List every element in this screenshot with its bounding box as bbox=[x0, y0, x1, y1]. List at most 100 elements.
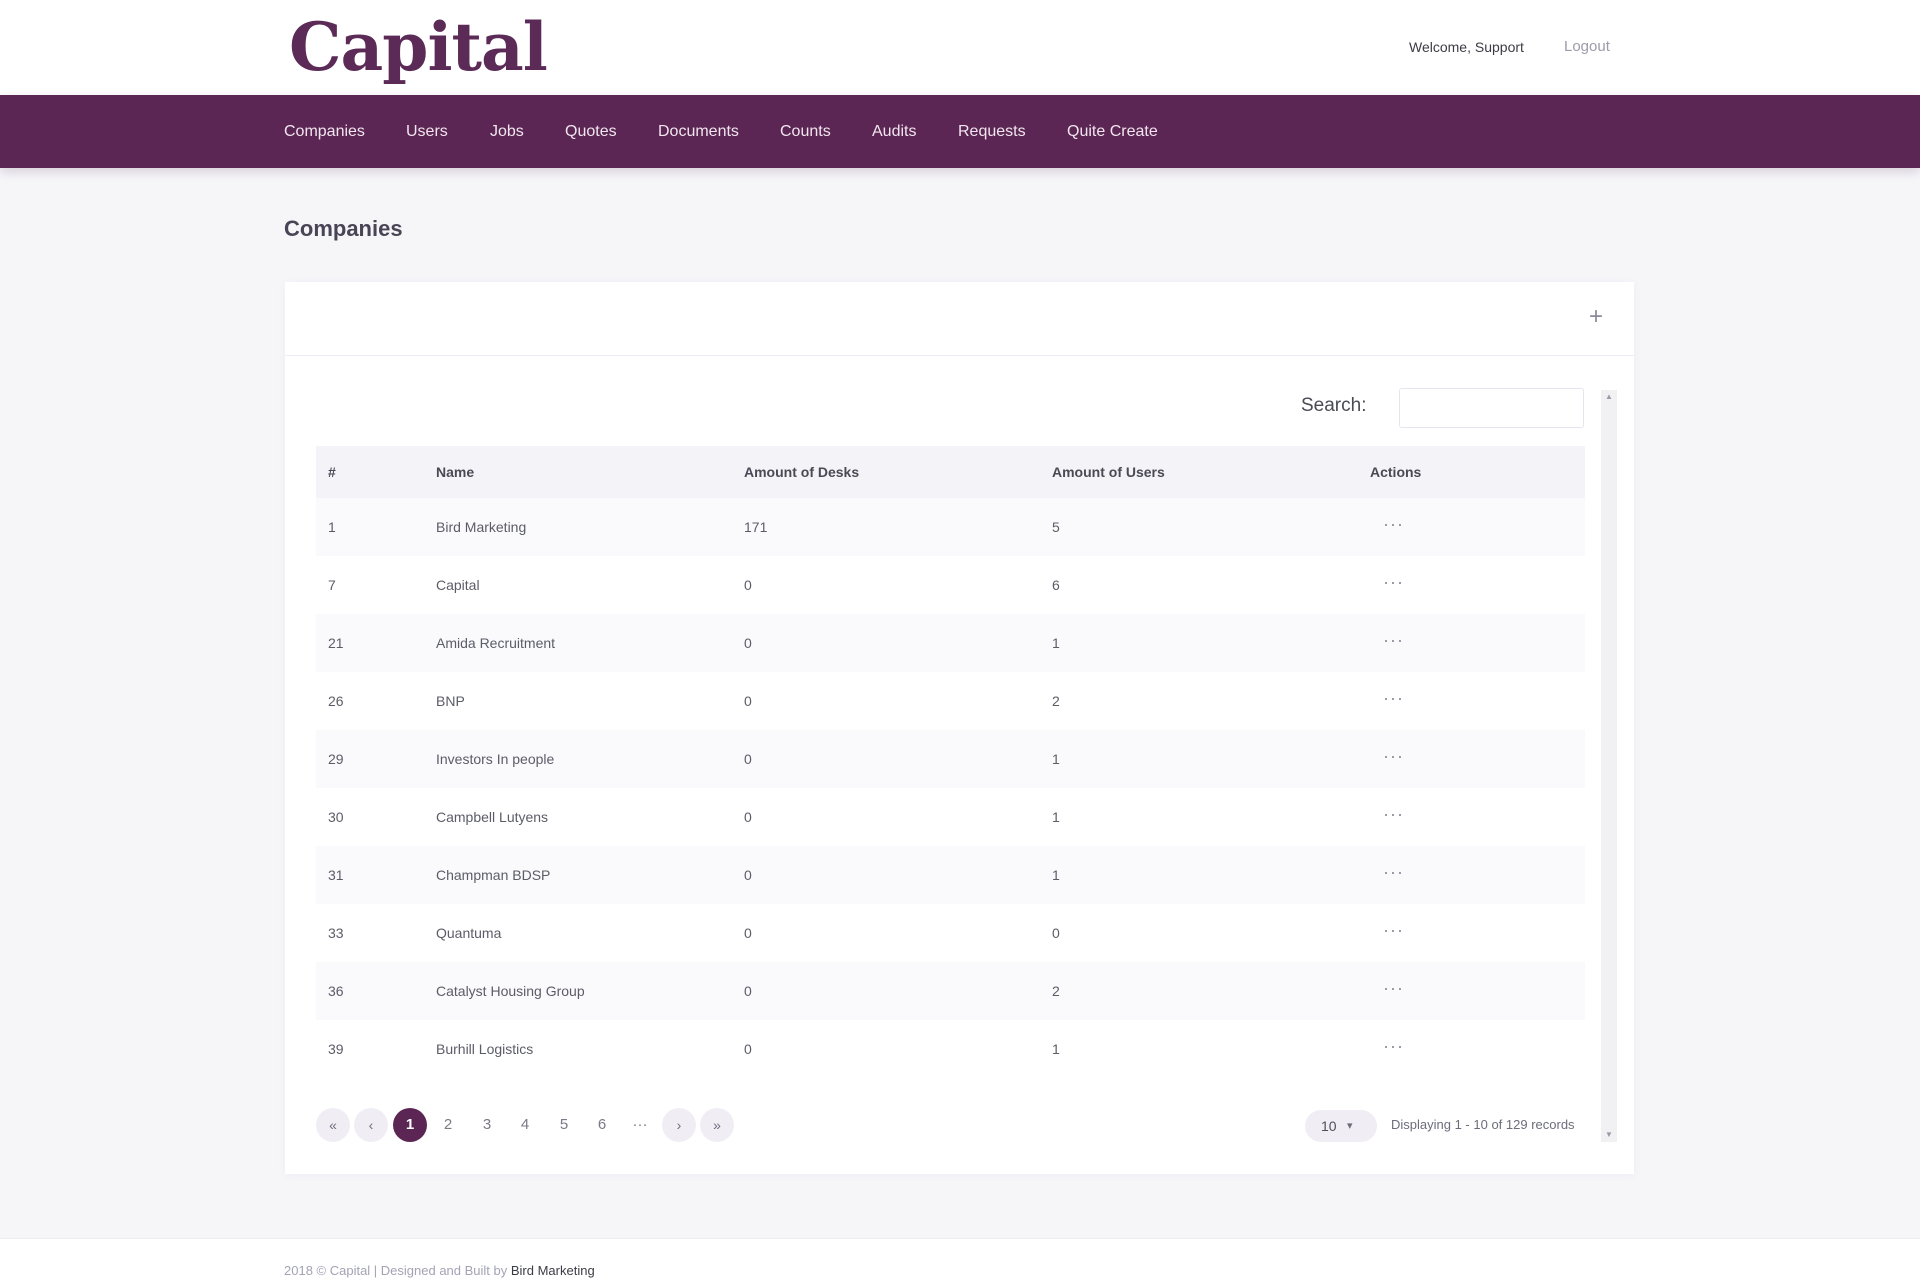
column-header-id[interactable]: # bbox=[328, 464, 336, 480]
footer-copyright: 2018 © Capital | Designed and Built by bbox=[284, 1263, 511, 1278]
nav-item-quite-create[interactable]: Quite Create bbox=[1067, 123, 1158, 140]
companies-card: + Search: ▲ ▼ # Name Amount of Desks Amo… bbox=[285, 282, 1634, 1174]
nav-item-users[interactable]: Users bbox=[406, 123, 448, 140]
companies-table: # Name Amount of Desks Amount of Users A… bbox=[316, 446, 1585, 1078]
row-actions-more-icon[interactable]: ··· bbox=[1383, 514, 1404, 534]
row-actions-more-icon[interactable]: ··· bbox=[1383, 1036, 1404, 1056]
cell-name: Campbell Lutyens bbox=[436, 809, 549, 825]
table-row: 29 Investors In people 0 1 ··· bbox=[316, 730, 1585, 788]
cell-users: 2 bbox=[1052, 983, 1060, 999]
cell-name: Amida Recruitment bbox=[436, 635, 556, 651]
cell-desks: 0 bbox=[744, 577, 752, 593]
cell-desks: 0 bbox=[744, 983, 752, 999]
cell-users: 5 bbox=[1052, 519, 1060, 535]
cell-id: 33 bbox=[328, 925, 344, 941]
last-page-icon[interactable]: » bbox=[700, 1108, 734, 1142]
vertical-scrollbar[interactable]: ▲ ▼ bbox=[1601, 390, 1617, 1142]
cell-name: BNP bbox=[436, 693, 465, 709]
cell-name: Catalyst Housing Group bbox=[436, 983, 585, 999]
footer-text: 2018 © Capital | Designed and Built by B… bbox=[284, 1263, 595, 1278]
column-header-name[interactable]: Name bbox=[436, 464, 475, 480]
cell-users: 0 bbox=[1052, 925, 1060, 941]
table-row: 21 Amida Recruitment 0 1 ··· bbox=[316, 614, 1585, 672]
cell-id: 30 bbox=[328, 809, 344, 825]
table-row: 31 Champman BDSP 0 1 ··· bbox=[316, 846, 1585, 904]
cell-name: Bird Marketing bbox=[436, 519, 527, 535]
nav-item-companies[interactable]: Companies bbox=[284, 123, 365, 140]
page-button-2[interactable]: 2 bbox=[443, 1116, 453, 1133]
nav-item-requests[interactable]: Requests bbox=[958, 123, 1026, 140]
cell-name: Capital bbox=[436, 577, 480, 593]
column-header-desks[interactable]: Amount of Desks bbox=[744, 464, 860, 480]
row-actions-more-icon[interactable]: ··· bbox=[1383, 862, 1404, 882]
footer-link-bird-marketing[interactable]: Bird Marketing bbox=[510, 1263, 595, 1278]
more-pages-ellipsis[interactable]: ··· bbox=[632, 1116, 648, 1133]
capital-logo[interactable]: Capital bbox=[289, 8, 548, 86]
card-header: + bbox=[285, 282, 1634, 356]
records-info: Displaying 1 - 10 of 129 records bbox=[1391, 1117, 1575, 1132]
cell-id: 21 bbox=[328, 635, 344, 651]
first-page-icon[interactable]: « bbox=[316, 1108, 350, 1142]
table-row: 1 Bird Marketing 171 5 ··· bbox=[316, 498, 1585, 556]
row-actions-more-icon[interactable]: ··· bbox=[1383, 804, 1404, 824]
row-actions-more-icon[interactable]: ··· bbox=[1383, 746, 1404, 766]
cell-id: 36 bbox=[328, 983, 344, 999]
scroll-up-arrow-icon[interactable]: ▲ bbox=[1605, 392, 1613, 401]
table-header-row: # Name Amount of Desks Amount of Users A… bbox=[316, 446, 1585, 498]
cell-desks: 0 bbox=[744, 925, 752, 941]
cell-name: Investors In people bbox=[436, 751, 555, 767]
row-actions-more-icon[interactable]: ··· bbox=[1383, 572, 1404, 592]
search-label: Search: bbox=[1301, 395, 1367, 416]
cell-desks: 0 bbox=[744, 635, 752, 651]
cell-users: 1 bbox=[1052, 867, 1060, 883]
nav-item-documents[interactable]: Documents bbox=[658, 123, 739, 140]
cell-id: 26 bbox=[328, 693, 344, 709]
nav-item-jobs[interactable]: Jobs bbox=[490, 123, 524, 140]
cell-users: 1 bbox=[1052, 751, 1060, 767]
scroll-down-arrow-icon[interactable]: ▼ bbox=[1605, 1130, 1613, 1139]
table-row: 36 Catalyst Housing Group 0 2 ··· bbox=[316, 962, 1585, 1020]
cell-id: 29 bbox=[328, 751, 344, 767]
page-button-1[interactable]: 1 bbox=[393, 1108, 427, 1142]
cell-users: 1 bbox=[1052, 1041, 1060, 1057]
row-actions-more-icon[interactable]: ··· bbox=[1383, 688, 1404, 708]
cell-desks: 0 bbox=[744, 867, 752, 883]
search-input[interactable] bbox=[1399, 388, 1584, 428]
chevron-down-icon: ▾ bbox=[1347, 1120, 1353, 1132]
cell-users: 1 bbox=[1052, 809, 1060, 825]
prev-page-icon[interactable]: ‹ bbox=[354, 1108, 388, 1142]
cell-desks: 0 bbox=[744, 1041, 752, 1057]
row-actions-more-icon[interactable]: ··· bbox=[1383, 920, 1404, 940]
cell-desks: 0 bbox=[744, 809, 752, 825]
page-button-3[interactable]: 3 bbox=[482, 1116, 492, 1133]
nav-item-quotes[interactable]: Quotes bbox=[565, 123, 617, 140]
footer: 2018 © Capital | Designed and Built by B… bbox=[0, 1238, 1920, 1280]
page-size-value: 10 bbox=[1321, 1118, 1337, 1134]
cell-desks: 0 bbox=[744, 693, 752, 709]
table-row: 33 Quantuma 0 0 ··· bbox=[316, 904, 1585, 962]
row-actions-more-icon[interactable]: ··· bbox=[1383, 978, 1404, 998]
cell-id: 7 bbox=[328, 577, 336, 593]
page-button-5[interactable]: 5 bbox=[559, 1116, 569, 1133]
table-row: 7 Capital 0 6 ··· bbox=[316, 556, 1585, 614]
page-size-select[interactable]: 10 ▾ bbox=[1305, 1110, 1377, 1142]
cell-id: 39 bbox=[328, 1041, 344, 1057]
next-page-icon[interactable]: › bbox=[662, 1108, 696, 1142]
logout-link[interactable]: Logout bbox=[1564, 38, 1610, 55]
cell-name: Burhill Logistics bbox=[436, 1041, 534, 1057]
page-button-4[interactable]: 4 bbox=[520, 1116, 530, 1133]
cell-desks: 171 bbox=[744, 519, 768, 535]
nav-item-counts[interactable]: Counts bbox=[780, 123, 831, 140]
nav-item-audits[interactable]: Audits bbox=[872, 123, 917, 140]
cell-desks: 0 bbox=[744, 751, 752, 767]
welcome-text: Welcome, Support bbox=[1409, 39, 1524, 55]
table-row: 30 Campbell Lutyens 0 1 ··· bbox=[316, 788, 1585, 846]
table-row: 26 BNP 0 2 ··· bbox=[316, 672, 1585, 730]
table-row: 39 Burhill Logistics 0 1 ··· bbox=[316, 1020, 1585, 1078]
page-button-6[interactable]: 6 bbox=[597, 1116, 607, 1133]
add-company-plus-icon[interactable]: + bbox=[1588, 303, 1603, 330]
row-actions-more-icon[interactable]: ··· bbox=[1383, 630, 1404, 650]
cell-name: Champman BDSP bbox=[436, 867, 551, 883]
cell-users: 6 bbox=[1052, 577, 1060, 593]
column-header-users[interactable]: Amount of Users bbox=[1052, 464, 1165, 480]
